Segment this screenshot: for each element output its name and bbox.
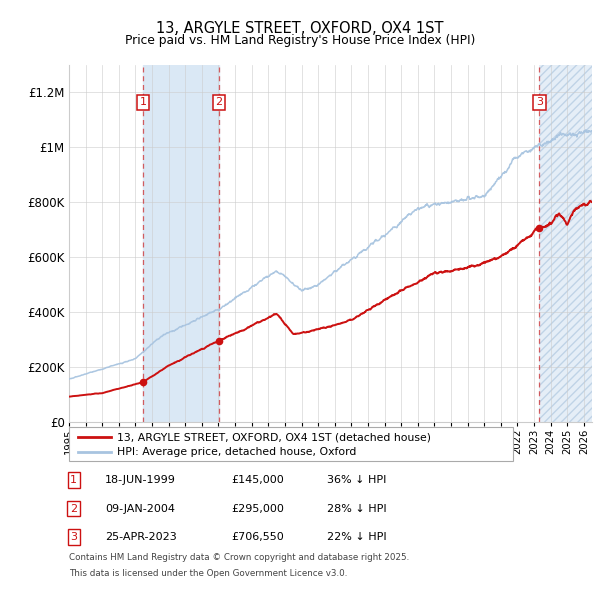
Text: 1: 1 bbox=[140, 97, 146, 107]
Text: £295,000: £295,000 bbox=[231, 504, 284, 513]
Text: This data is licensed under the Open Government Licence v3.0.: This data is licensed under the Open Gov… bbox=[69, 569, 347, 578]
Text: 28% ↓ HPI: 28% ↓ HPI bbox=[327, 504, 386, 513]
Text: 13, ARGYLE STREET, OXFORD, OX4 1ST (detached house): 13, ARGYLE STREET, OXFORD, OX4 1ST (deta… bbox=[117, 432, 431, 442]
Text: 3: 3 bbox=[70, 532, 77, 542]
Text: 3: 3 bbox=[536, 97, 543, 107]
Text: Price paid vs. HM Land Registry's House Price Index (HPI): Price paid vs. HM Land Registry's House … bbox=[125, 34, 475, 47]
Text: HPI: Average price, detached house, Oxford: HPI: Average price, detached house, Oxfo… bbox=[117, 447, 356, 457]
Text: 25-APR-2023: 25-APR-2023 bbox=[105, 532, 177, 542]
Text: 22% ↓ HPI: 22% ↓ HPI bbox=[327, 532, 386, 542]
Bar bbox=[539, 65, 592, 422]
Text: 2: 2 bbox=[70, 504, 77, 513]
Text: 36% ↓ HPI: 36% ↓ HPI bbox=[327, 476, 386, 485]
Text: 1: 1 bbox=[70, 476, 77, 485]
Text: Contains HM Land Registry data © Crown copyright and database right 2025.: Contains HM Land Registry data © Crown c… bbox=[69, 553, 409, 562]
Text: 2: 2 bbox=[215, 97, 223, 107]
Text: £145,000: £145,000 bbox=[231, 476, 284, 485]
Text: 18-JUN-1999: 18-JUN-1999 bbox=[105, 476, 176, 485]
Text: 13, ARGYLE STREET, OXFORD, OX4 1ST: 13, ARGYLE STREET, OXFORD, OX4 1ST bbox=[156, 21, 444, 35]
Text: 09-JAN-2004: 09-JAN-2004 bbox=[105, 504, 175, 513]
Bar bbox=[143, 65, 219, 422]
Text: £706,550: £706,550 bbox=[231, 532, 284, 542]
